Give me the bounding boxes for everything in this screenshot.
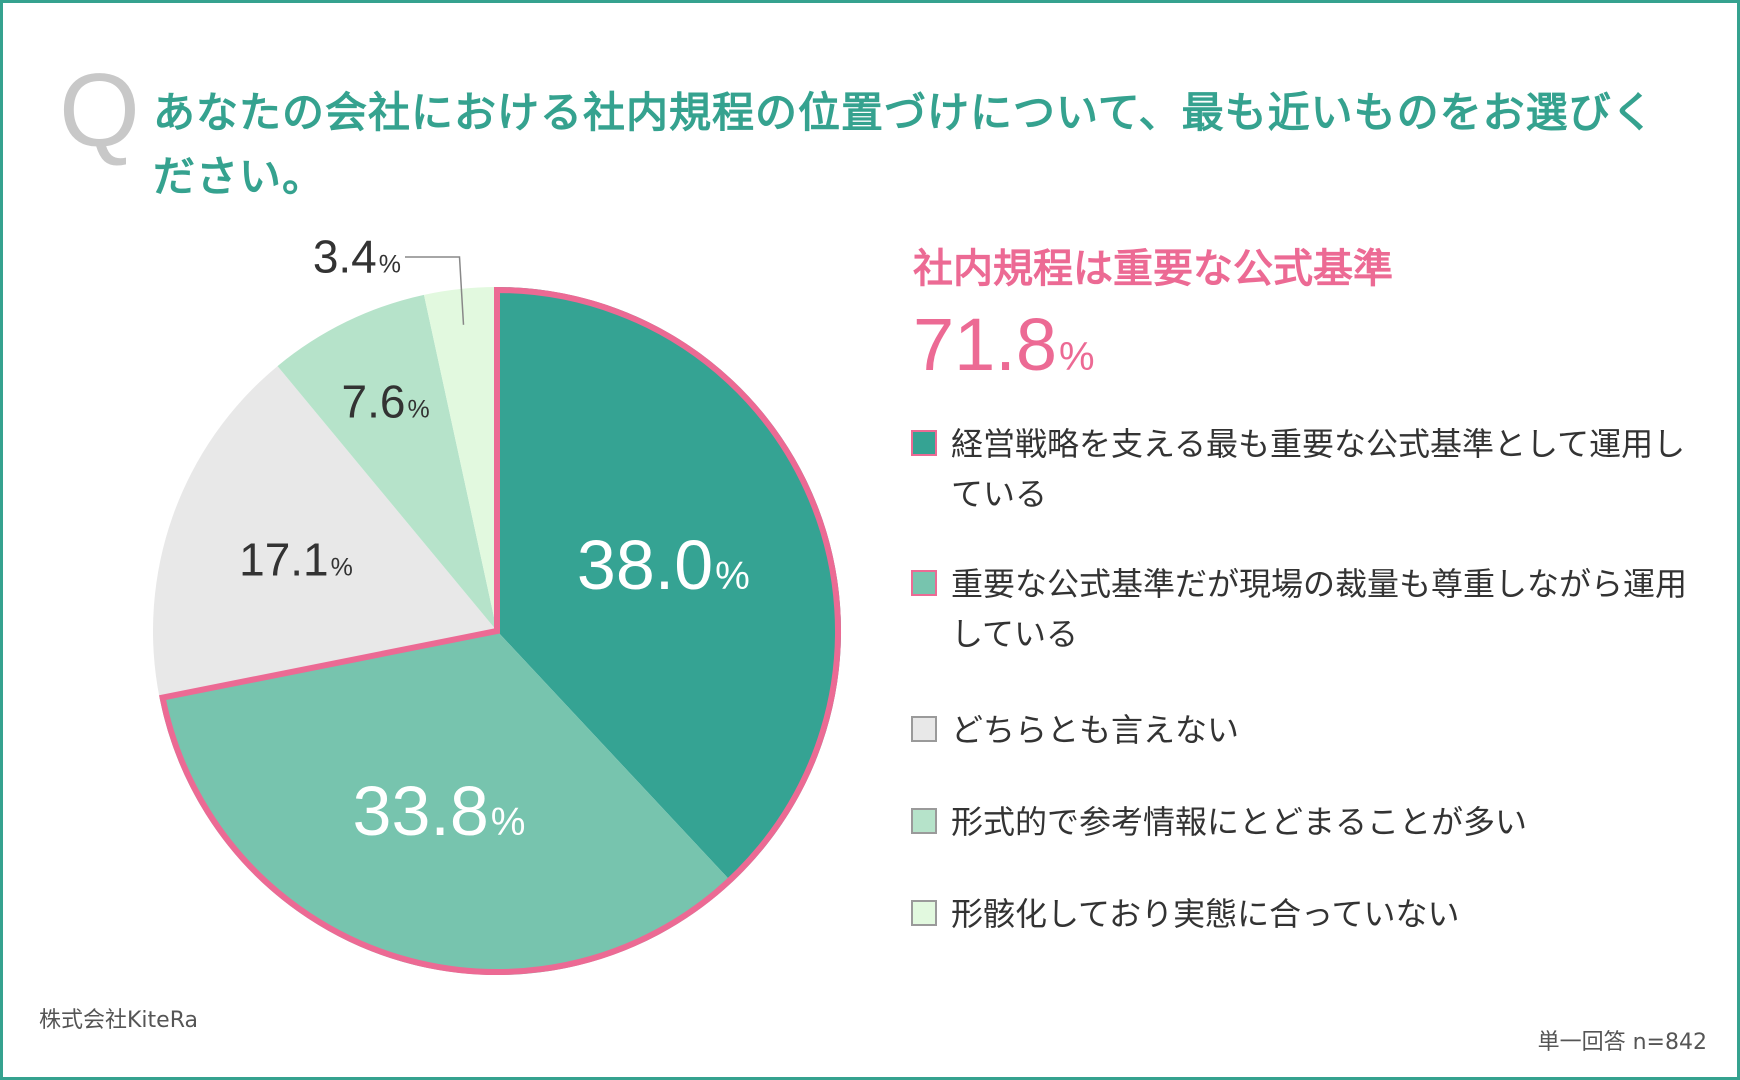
slice-value-unit: % [407, 396, 429, 424]
legend-item: 形式的で参考情報にとどまることが多い [911, 797, 1711, 847]
slice-value-number: 33.8 [353, 772, 489, 850]
highlight-outline [159, 286, 841, 975]
legend-label: 経営戦略を支える最も重要な公式基準として運用している [951, 425, 1686, 513]
question-mark-icon: Q [59, 53, 140, 169]
slice-value-label: 3.4% [313, 231, 401, 283]
legend-swatch [911, 570, 937, 596]
slice-value-unit: % [331, 553, 353, 581]
slice-value-number: 38.0 [577, 526, 713, 604]
highlight-callout: 社内規程は重要な公式基準 71.8% [913, 241, 1693, 397]
legend-swatch [911, 900, 937, 926]
source-credit: 株式会社KiteRa [39, 1008, 198, 1033]
slice-value-label: 38.0% [577, 526, 750, 604]
legend-item: どちらとも言えない [911, 705, 1711, 755]
legend-item: 重要な公式基準だが現場の裁量も尊重しながら運用している [911, 559, 1711, 659]
slice-value-number: 17.1 [239, 533, 329, 585]
slice-value-unit: % [715, 555, 750, 598]
pie-slice [424, 287, 497, 631]
pie-chart: 38.0%33.8%17.1%7.6%3.4% [152, 231, 841, 976]
slice-value-number: 3.4 [313, 231, 377, 283]
highlight-value-number: 71.8 [913, 303, 1058, 386]
pie-slices [152, 287, 841, 976]
pie-slice [497, 287, 841, 883]
pie-slice [159, 631, 732, 976]
highlight-value-unit: % [1059, 335, 1095, 379]
slice-value-label: 17.1% [239, 533, 353, 585]
slice-value-unit: % [491, 801, 526, 844]
leader-lines [405, 256, 465, 325]
slice-value-number: 7.6 [342, 376, 406, 428]
sample-note: 単一回答 n=842 [1537, 1030, 1707, 1055]
slice-value-label: 33.8% [353, 772, 526, 850]
legend-swatch [911, 808, 937, 834]
pie-slice [277, 294, 497, 631]
legend-item: 形骸化しており実態に合っていない [911, 889, 1711, 939]
highlight-outline-path [159, 286, 841, 975]
pie-slice [152, 366, 497, 699]
legend-item: 経営戦略を支える最も重要な公式基準として運用している [911, 419, 1711, 519]
legend-swatch [911, 716, 937, 742]
legend-label: 形式的で参考情報にとどまることが多い [951, 803, 1528, 841]
legend-swatch [911, 430, 937, 456]
legend-label: どちらとも言えない [951, 711, 1240, 749]
legend-label: 重要な公式基準だが現場の裁量も尊重しながら運用している [951, 565, 1688, 653]
question-title: あなたの会社における社内規程の位置づけについて、最も近いものをお選びください。 [153, 88, 1655, 201]
leader-line [405, 256, 465, 325]
highlight-value: 71.8% [913, 305, 1693, 397]
slice-labels: 38.0%33.8%17.1%7.6%3.4% [239, 231, 750, 850]
highlight-label: 社内規程は重要な公式基準 [913, 246, 1393, 292]
slice-value-label: 7.6% [342, 376, 430, 428]
slice-value-unit: % [379, 251, 401, 279]
legend-label: 形骸化しており実態に合っていない [951, 895, 1460, 933]
